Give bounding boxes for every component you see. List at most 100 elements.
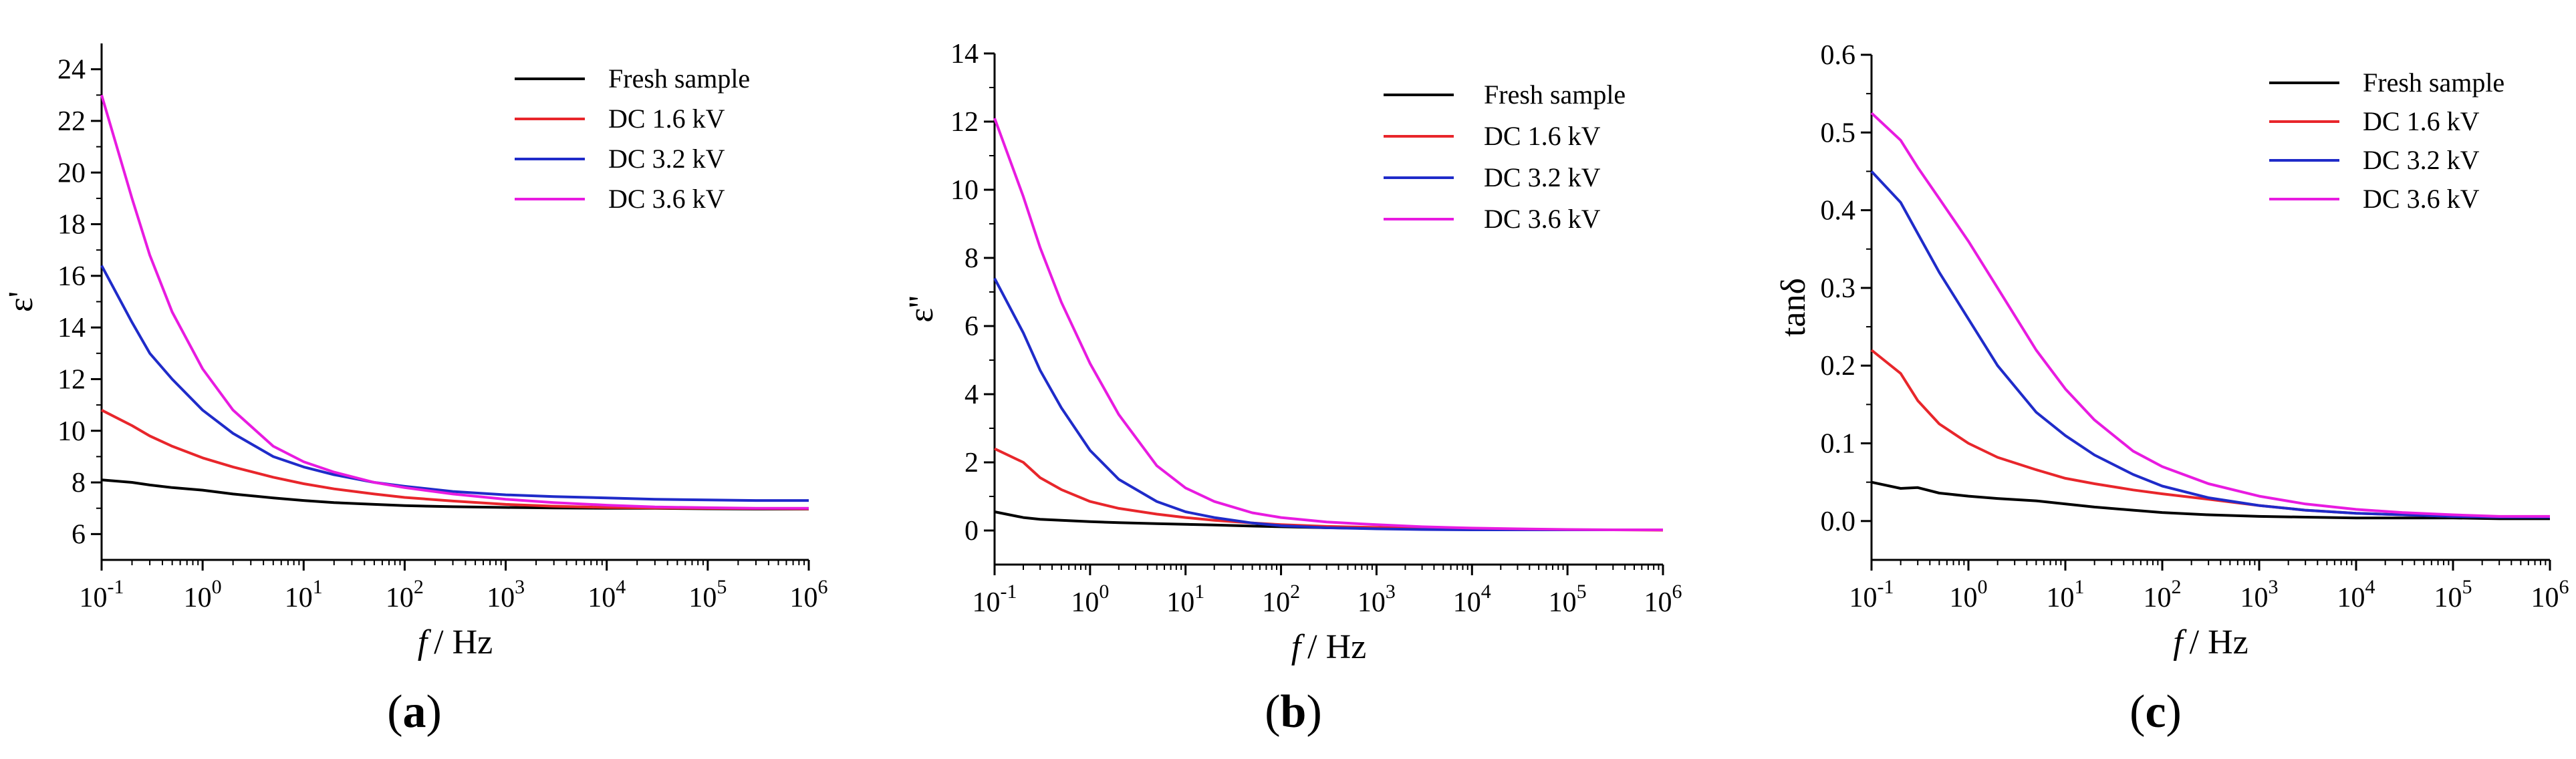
legend-label: DC 1.6 kV (608, 104, 725, 134)
legend-label: DC 3.2 kV (2363, 145, 2480, 175)
legend-label: DC 3.2 kV (1484, 162, 1601, 192)
x-tick-label: 100 (184, 576, 222, 613)
x-tick-label: 101 (285, 576, 323, 613)
y-tick-label: 12 (57, 364, 86, 395)
y-tick-label: 18 (57, 210, 86, 241)
x-axis-title-variable: f (2173, 623, 2187, 661)
x-axis-title: f / Hz (418, 623, 493, 661)
legend: Fresh sample DC 1.6 kV DC 3.2 kV DC 3.6 kV (515, 63, 750, 214)
legend-label: Fresh sample (608, 63, 750, 94)
series-line-4 (1870, 112, 2550, 518)
legend-label: DC 1.6 kV (1484, 121, 1601, 151)
x-tick-exponent: 1 (2075, 576, 2085, 598)
x-tick-exponent: 3 (515, 576, 525, 598)
legend-label: DC 3.2 kV (608, 144, 725, 174)
x-tick-exponent: 1 (1194, 581, 1204, 603)
y-tick-label: 10 (950, 175, 979, 206)
x-axis-title: f / Hz (2173, 623, 2248, 661)
x-tick-base: 10 (386, 583, 414, 613)
x-tick-base: 10 (1549, 587, 1577, 618)
y-tick-label: 24 (57, 55, 86, 86)
y-tick-label: 20 (57, 158, 86, 188)
x-tick-label: 106 (1644, 581, 1682, 618)
y-tick-label: 0.4 (1821, 196, 1856, 226)
y-tick-label: 0.1 (1821, 429, 1856, 460)
legend-label: DC 3.6 kV (608, 184, 725, 214)
x-tick-base: 10 (2144, 583, 2172, 613)
x-tick-label: 102 (1262, 581, 1300, 618)
x-axis-title: f / Hz (1291, 628, 1367, 666)
x-axis-title-variable: f (1291, 628, 1305, 666)
x-tick-label: 104 (588, 576, 626, 613)
legend-label: DC 3.6 kV (2363, 184, 2480, 214)
x-tick-exponent: 2 (414, 576, 424, 598)
x-tick-base: 10 (80, 583, 108, 613)
y-tick-label: 0.6 (1821, 40, 1856, 71)
x-tick-exponent: 0 (1978, 576, 1988, 598)
y-tick-label: 6 (72, 519, 86, 550)
x-tick-label: 106 (2531, 576, 2569, 613)
x-tick-base: 10 (688, 583, 717, 613)
x-tick-label: 10-1 (973, 581, 1017, 618)
x-tick-label: 102 (2144, 576, 2182, 613)
x-tick-base: 10 (2434, 583, 2462, 613)
x-tick-exponent: 2 (1290, 581, 1300, 603)
y-axis-title: ε'' (902, 295, 940, 323)
x-tick-exponent: 2 (2172, 576, 2182, 598)
series-line-3 (100, 265, 809, 502)
chart-panel-b: 10-1 100 101 102 103 104 105 10602468101214ε''f… (902, 39, 1682, 738)
series-line-1 (1871, 480, 2550, 520)
y-tick-label: 0 (964, 516, 979, 547)
panel-label: (c) (2130, 686, 2182, 738)
x-tick-base: 10 (1849, 583, 1878, 613)
chart-panel-a: 10-1 100 101 102 103 104 105 106681012141618202… (2, 43, 828, 738)
y-tick-label: 16 (57, 261, 86, 292)
x-tick-base: 10 (1453, 587, 1481, 618)
panel-label: (a) (387, 686, 442, 738)
x-tick-label: 10-1 (1849, 576, 1894, 613)
x-tick-exponent: 6 (2559, 576, 2569, 598)
x-tick-base: 10 (487, 583, 515, 613)
x-tick-base: 10 (2240, 583, 2269, 613)
x-tick-exponent: 3 (1386, 581, 1396, 603)
x-tick-label: 105 (2434, 576, 2472, 613)
x-tick-exponent: -1 (108, 576, 124, 598)
series-line-4 (993, 118, 1663, 531)
x-tick-label: 101 (2047, 576, 2085, 613)
x-tick-label: 101 (1166, 581, 1204, 618)
legend: Fresh sample DC 1.6 kV DC 3.2 kV DC 3.6 kV (2269, 67, 2504, 214)
x-tick-exponent: -1 (1878, 576, 1894, 598)
x-tick-label: 104 (2337, 576, 2375, 613)
x-tick-exponent: 4 (1481, 581, 1491, 603)
x-tick-base: 10 (2531, 583, 2559, 613)
y-tick-label: 8 (964, 243, 979, 274)
x-tick-base: 10 (1166, 587, 1194, 618)
legend-label: Fresh sample (2363, 67, 2504, 98)
x-tick-label: 105 (688, 576, 727, 613)
x-tick-exponent: 4 (616, 576, 626, 598)
y-tick-label: 2 (964, 448, 979, 478)
series-line-2 (994, 447, 1664, 532)
x-tick-base: 10 (1358, 587, 1386, 618)
x-tick-label: 100 (1071, 581, 1109, 618)
y-tick-label: 0.0 (1821, 506, 1856, 537)
x-tick-base: 10 (1262, 587, 1290, 618)
x-tick-base: 10 (1644, 587, 1672, 618)
y-tick-label: 6 (964, 311, 979, 342)
y-tick-label: 14 (950, 39, 979, 69)
y-tick-label: 22 (57, 106, 86, 137)
x-tick-exponent: 4 (2365, 576, 2375, 598)
x-tick-exponent: 0 (1099, 581, 1109, 603)
y-tick-label: 8 (72, 468, 86, 498)
x-tick-exponent: 0 (212, 576, 222, 598)
x-tick-label: 103 (1358, 581, 1396, 618)
x-tick-label: 105 (1549, 581, 1587, 618)
y-axis-title: tanδ (1775, 278, 1813, 337)
x-tick-base: 10 (2047, 583, 2075, 613)
x-tick-base: 10 (1950, 583, 1978, 613)
legend-label: Fresh sample (1484, 80, 1626, 110)
x-tick-base: 10 (790, 583, 818, 613)
x-tick-exponent: 5 (1577, 581, 1587, 603)
x-tick-base: 10 (1071, 587, 1099, 618)
